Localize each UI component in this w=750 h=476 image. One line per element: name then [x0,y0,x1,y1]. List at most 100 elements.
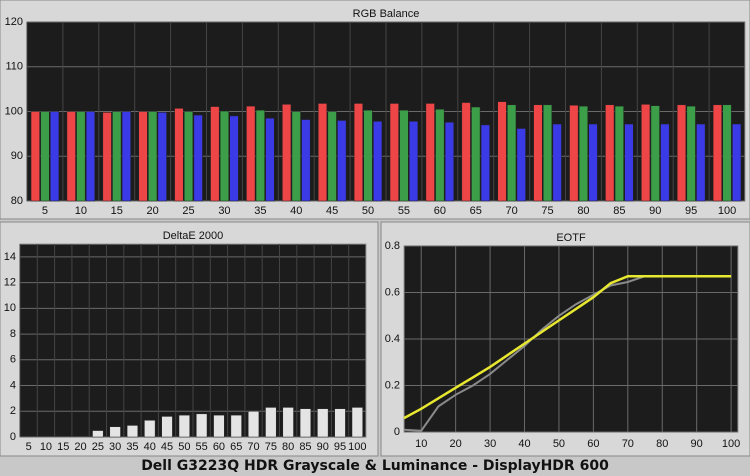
bar [291,111,301,202]
y-tick-label: 4 [10,379,16,391]
bar [229,115,239,202]
x-tick-label: 90 [649,205,661,217]
bar [425,103,435,202]
y-tick-label: 10 [4,302,16,314]
x-tick-label: 30 [109,441,121,453]
x-tick-label: 50 [178,441,190,453]
chart-title: DeltaE 2000 [163,230,224,242]
x-tick-label: 65 [230,441,242,453]
x-tick-label: 85 [299,441,311,453]
bar [109,426,121,438]
bar [161,416,173,438]
bar [353,103,363,202]
y-tick-label: 12 [4,277,16,289]
x-tick-label: 80 [577,205,589,217]
bar [533,104,543,202]
x-tick-label: 50 [553,438,565,450]
x-tick-label: 20 [450,438,462,450]
bar [148,111,158,202]
x-tick-label: 85 [613,205,625,217]
bar [624,123,634,202]
bar [299,408,312,438]
y-tick-label: 110 [5,61,23,73]
bar [157,112,167,202]
x-tick-label: 75 [541,205,553,217]
bar [641,104,651,202]
bar [50,111,60,202]
x-tick-label: 20 [147,205,159,217]
x-tick-label: 55 [196,441,208,453]
y-tick-label: 0 [10,431,16,443]
bar [92,430,104,438]
bar [435,109,445,202]
x-tick-label: 35 [254,205,266,217]
x-tick-label: 90 [317,441,329,453]
x-tick-label: 45 [326,205,338,217]
bar [265,407,277,438]
bar [389,103,399,202]
y-tick-label: 0 [394,426,400,438]
bar [471,106,481,202]
x-tick-label: 80 [656,438,668,450]
y-tick-label: 0.2 [385,379,400,391]
bar [40,111,50,202]
bar [112,111,122,202]
x-tick-label: 25 [92,441,104,453]
x-tick-label: 15 [57,441,69,453]
y-tick-label: 8 [10,328,16,340]
bar [183,111,194,202]
x-tick-label: 35 [126,441,138,453]
bar [193,114,203,202]
bar [569,104,579,202]
x-tick-label: 40 [290,205,302,217]
bar [712,104,722,202]
x-tick-label: 70 [622,438,634,450]
bar [196,413,208,438]
bar [588,123,598,202]
y-tick-label: 14 [4,251,16,263]
bar [732,123,742,202]
x-tick-label: 95 [334,441,346,453]
x-tick-label: 70 [506,205,518,217]
x-tick-label: 10 [75,205,87,217]
bar [696,123,706,202]
x-tick-label: 5 [42,205,48,217]
bar [265,117,275,202]
y-tick-label: 2 [10,405,16,417]
bar [144,420,156,438]
x-tick-label: 80 [282,441,294,453]
bar [102,112,112,202]
bar [373,121,383,202]
bar [174,108,184,202]
x-tick-label: 100 [348,441,366,453]
bar [507,104,517,202]
x-tick-label: 100 [722,438,740,450]
x-tick-label: 40 [144,441,156,453]
y-tick-label: 90 [11,150,23,162]
bar [516,128,526,202]
bar [614,105,624,202]
bar [30,111,40,202]
x-tick-label: 50 [362,205,374,217]
x-tick-label: 5 [26,441,32,453]
bar [650,105,660,202]
x-tick-label: 60 [434,205,446,217]
x-tick-label: 25 [182,205,194,217]
bar [660,123,670,202]
y-tick-label: 0.4 [385,333,400,345]
x-tick-label: 60 [213,441,225,453]
y-tick-label: 6 [10,354,16,366]
bar [552,123,562,202]
bar [399,109,409,202]
x-tick-label: 65 [470,205,482,217]
bar [230,414,242,438]
x-tick-label: 100 [718,205,736,217]
bar [686,105,696,202]
bar [210,106,220,202]
y-tick-label: 0.8 [385,240,400,252]
y-tick-label: 120 [5,16,23,28]
bar [138,111,148,202]
x-tick-label: 70 [247,441,259,453]
bar [76,111,86,202]
